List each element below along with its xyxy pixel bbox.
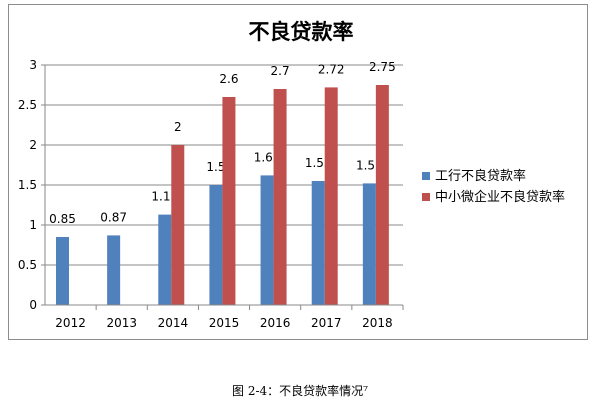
bar-icbc-2017: [311, 181, 325, 305]
x-tick-label-2017: 2017: [311, 316, 342, 330]
chart-frame: 不良贷款率 0 0.5 1 1.5 2 2.5 3 2012 0.85 2013 0.87 2014 1…: [8, 4, 588, 340]
x-tick-label-2016: 2016: [260, 316, 291, 330]
bar-icbc-2013: [107, 235, 121, 305]
legend-swatch-0: [422, 172, 430, 180]
x-tick-label-2012: 2012: [55, 316, 86, 330]
x-tick-label-2013: 2013: [106, 316, 137, 330]
data-label-icbc-2015: 1.5: [206, 160, 225, 174]
bar-sme-2014: [171, 145, 185, 305]
data-label-sme-2014: 2: [174, 120, 182, 134]
y-tick-label-5: 2.5: [18, 98, 37, 112]
bar-icbc-2012: [56, 237, 69, 305]
y-tick-label-1: 0.5: [18, 258, 37, 272]
legend-swatch-1: [422, 193, 430, 201]
bar-icbc-2015: [209, 185, 223, 305]
x-tick-label-2018: 2018: [362, 316, 393, 330]
data-label-icbc-2013: 0.87: [100, 210, 127, 224]
figure-caption: 图 2-4：不良贷款率情况⁷: [232, 384, 368, 398]
y-tick-label-2: 1: [29, 218, 37, 232]
data-label-sme-2015: 2.6: [219, 72, 238, 86]
bar-sme-2016: [273, 89, 287, 305]
bar-icbc-2016: [260, 175, 274, 305]
x-tick-label-2015: 2015: [209, 316, 240, 330]
x-tick-label-2014: 2014: [158, 316, 189, 330]
bar-sme-2018: [375, 85, 389, 305]
data-label-icbc-2012: 0.85: [49, 212, 76, 226]
data-label-sme-2018: 2.75: [369, 60, 396, 74]
legend-label-1: 中小微企业不良贷款率: [435, 189, 565, 205]
bar-icbc-2014: [158, 214, 172, 305]
bar-sme-2017: [324, 87, 338, 306]
y-tick-label-3: 1.5: [18, 178, 37, 192]
data-label-sme-2016: 2.7: [271, 64, 290, 78]
y-tick-label-6: 3: [29, 58, 37, 72]
bar-sme-2015: [222, 97, 236, 305]
y-tick-label-4: 2: [29, 138, 37, 152]
chart-title: 不良贷款率: [249, 20, 354, 44]
bar-chart: 不良贷款率 0 0.5 1 1.5 2 2.5 3 2012 0.85 2013 0.87 2014 1…: [18, 20, 565, 330]
legend-label-0: 工行不良贷款率: [435, 168, 526, 184]
y-tick-label-0: 0: [29, 298, 37, 312]
bar-icbc-2018: [362, 183, 376, 305]
data-label-sme-2017: 2.72: [318, 62, 345, 76]
